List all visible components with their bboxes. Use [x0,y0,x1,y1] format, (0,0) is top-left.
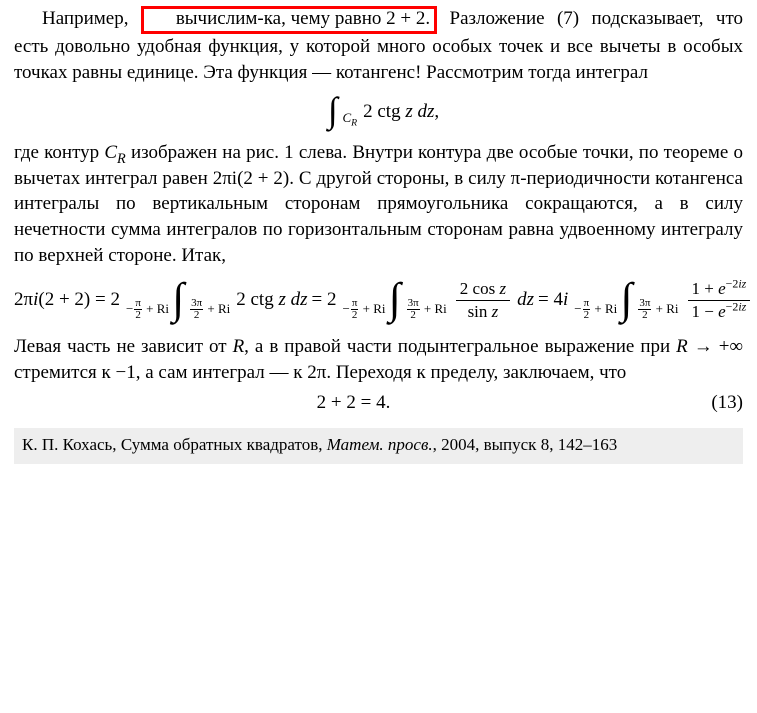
para1-lead: Например, [42,8,128,29]
int2b-tail: dz [517,289,534,311]
equation-1: ∫ CR 2 ctg z dz, [14,95,743,128]
int2a-lower: 3π2 + Ri [189,301,230,316]
integral-symbol: ∫ [328,88,338,132]
integral-2a: −π2 + Ri ∫ 3π2 + Ri [126,280,230,322]
int2b-lower: 3π2 + Ri [406,301,447,316]
para2-CR: CR [104,142,125,163]
int1-body: 2 ctg z dz, [363,101,439,123]
int2c-frac: 1 + e−2iz 1 − e−2iz [688,278,751,322]
page-root: Например, вычислим-ка, чему равно 2 + 2.… [0,0,757,474]
int2b-upper: −π2 + Ri [343,301,389,316]
paragraph-3: Левая часть не зависит от R, а в правой … [14,334,743,385]
para2-pre: где контур [14,142,104,163]
eq2-lhs: 2πi(2 + 2) = 2 [14,289,120,311]
integral-2b: −π2 + Ri ∫ 3π2 + Ri [343,280,447,322]
int2a-body: 2 ctg z dz [236,289,307,311]
int2c-upper: −π2 + Ri [574,301,620,316]
eq2-eq-a: = 2 [312,289,337,311]
eq3-body: 2 + 2 = 4. [14,392,693,414]
para3-text: Левая часть не зависит от R, а в правой … [14,336,743,383]
citation-box: К. П. Кохась, Сумма обратных квадратов, … [14,428,743,464]
int2b-frac: 2 cos z sin z [456,278,510,322]
int1-lower: CR [342,110,357,125]
integral-2c: −π2 + Ri ∫ 3π2 + Ri [574,280,678,322]
equation-2: 2πi(2 + 2) = 2 −π2 + Ri ∫ 3π2 + Ri 2 ctg… [14,278,743,322]
int1-upper [320,110,323,125]
paragraph-2: где контур CR изображен на рис. 1 слева.… [14,140,743,268]
cite-venue: Матем. просв. [327,435,433,454]
cite-title: Сумма обратных квадратов, [121,435,327,454]
cite-author: К. П. Кохась, [22,435,121,454]
integral-1: ∫ CR [320,95,357,128]
eq3-number: (13) [693,392,743,414]
eq2-eq-b: = 4i [538,289,568,311]
cite-tail: , 2004, выпуск 8, 142–163 [433,435,618,454]
highlighted-phrase: вычислим-ка, чему равно 2 + 2. [141,6,437,34]
int2c-lower: 3π2 + Ri [637,301,678,316]
paragraph-1: Например, вычислим-ка, чему равно 2 + 2.… [14,6,743,85]
int2a-upper: −π2 + Ri [126,301,172,316]
equation-3: 2 + 2 = 4. (13) [14,392,743,414]
